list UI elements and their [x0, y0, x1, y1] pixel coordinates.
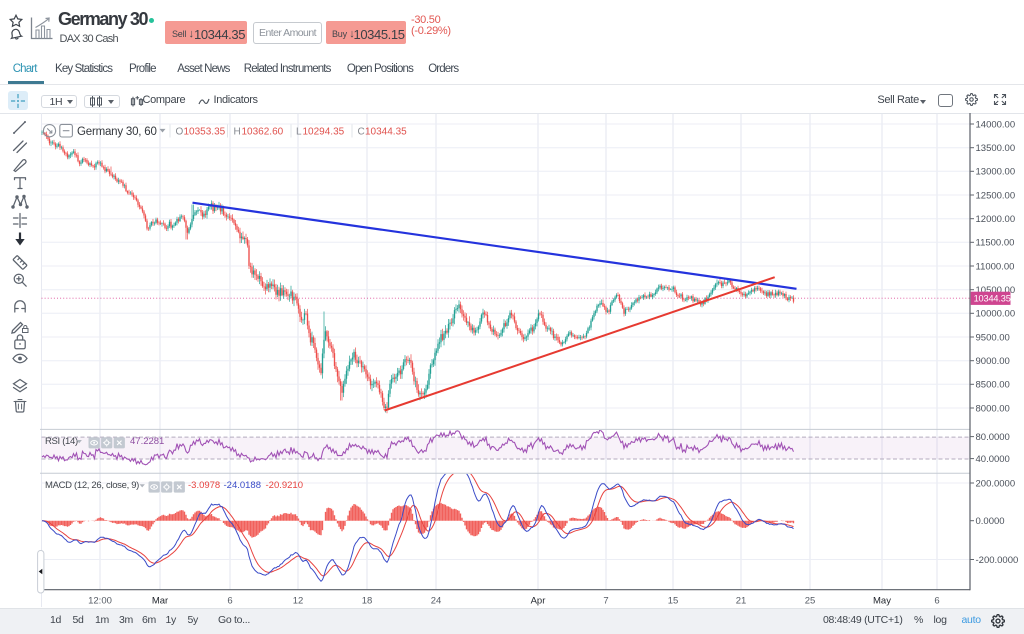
- svg-text:Germany 30, 60: Germany 30, 60: [77, 126, 157, 138]
- svg-text:47.2281: 47.2281: [130, 436, 164, 447]
- svg-text:-3.0978: -3.0978: [188, 480, 220, 491]
- svg-text:10000.00: 10000.00: [976, 309, 1016, 320]
- svg-text:L: L: [296, 127, 302, 138]
- svg-text:10362.60: 10362.60: [242, 127, 284, 138]
- svg-text:9500.00: 9500.00: [976, 332, 1010, 343]
- svg-text:O: O: [176, 127, 184, 138]
- svg-text:10344.35: 10344.35: [365, 127, 407, 138]
- svg-text:200.0000: 200.0000: [976, 478, 1016, 489]
- svg-text:10294.35: 10294.35: [303, 127, 345, 138]
- svg-text:21: 21: [736, 596, 747, 607]
- svg-text:H: H: [234, 127, 241, 138]
- svg-text:6: 6: [934, 596, 939, 607]
- svg-text:12: 12: [293, 596, 304, 607]
- svg-text:12500.00: 12500.00: [976, 190, 1016, 201]
- svg-text:-200.0000: -200.0000: [976, 555, 1019, 566]
- svg-text:May: May: [873, 596, 891, 607]
- svg-text:RSI (14): RSI (14): [45, 436, 78, 447]
- svg-text:-24.0188: -24.0188: [224, 480, 262, 491]
- svg-text:8500.00: 8500.00: [976, 380, 1010, 391]
- svg-text:-20.9210: -20.9210: [266, 480, 304, 491]
- svg-text:24: 24: [431, 596, 442, 607]
- svg-text:40.0000: 40.0000: [976, 454, 1010, 465]
- svg-text:9000.00: 9000.00: [976, 356, 1010, 367]
- svg-text:Apr: Apr: [531, 596, 546, 607]
- svg-text:10344.35: 10344.35: [974, 293, 1011, 303]
- svg-text:11500.00: 11500.00: [976, 238, 1015, 249]
- svg-text:10353.35: 10353.35: [184, 127, 226, 138]
- svg-text:Mar: Mar: [152, 596, 168, 607]
- svg-text:13000.00: 13000.00: [976, 167, 1016, 178]
- svg-text:80.0000: 80.0000: [976, 432, 1010, 443]
- svg-text:11000.00: 11000.00: [976, 261, 1015, 272]
- svg-text:MACD (12, 26, close, 9): MACD (12, 26, close, 9): [45, 480, 139, 491]
- svg-text:15: 15: [668, 596, 679, 607]
- svg-text:18: 18: [362, 596, 373, 607]
- svg-text:6: 6: [227, 596, 232, 607]
- svg-text:C: C: [358, 127, 365, 138]
- svg-text:12:00: 12:00: [88, 596, 112, 607]
- svg-text:0.0000: 0.0000: [976, 516, 1005, 527]
- svg-text:25: 25: [805, 596, 816, 607]
- svg-text:12000.00: 12000.00: [976, 214, 1016, 225]
- svg-text:14000.00: 14000.00: [976, 119, 1016, 130]
- svg-text:7: 7: [603, 596, 608, 607]
- svg-text:13500.00: 13500.00: [976, 143, 1016, 154]
- svg-text:10500.00: 10500.00: [976, 285, 1016, 296]
- svg-text:8000.00: 8000.00: [976, 403, 1010, 414]
